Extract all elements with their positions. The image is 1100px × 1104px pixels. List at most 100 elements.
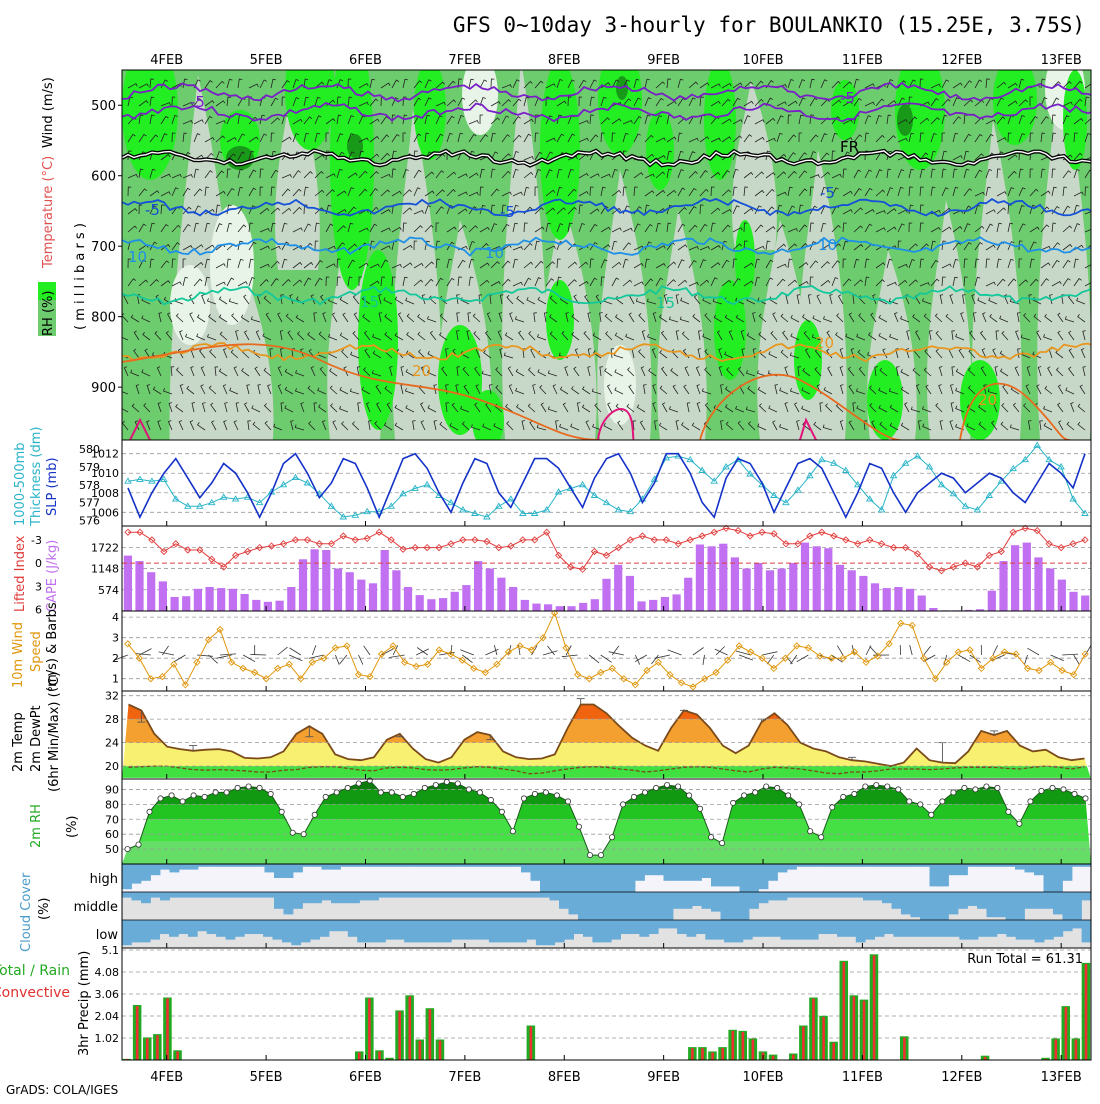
contour-label: 10 <box>128 248 147 266</box>
cloud-cell <box>759 892 769 903</box>
rh-point <box>444 779 449 784</box>
rh-point <box>268 791 273 796</box>
cape-bar <box>486 569 494 612</box>
cape-bar <box>696 545 704 612</box>
cloud-cell <box>734 920 744 942</box>
cloud-cell <box>1072 920 1082 928</box>
cloud-cell <box>350 892 360 903</box>
cloud-cell <box>740 864 750 892</box>
cloud-cell <box>273 920 283 940</box>
contour-label: -5 <box>500 203 515 221</box>
rh-high-region <box>735 220 755 300</box>
contour-label: FR <box>840 138 859 156</box>
cloud-cell <box>626 892 636 920</box>
cloud-cell <box>884 920 894 934</box>
rh-point <box>819 835 824 840</box>
precip-convective-bar <box>701 1048 704 1060</box>
rh-point <box>620 802 625 807</box>
cloud-cell <box>274 892 284 909</box>
cloud-cell <box>1025 864 1035 872</box>
cloud-cell <box>376 920 386 942</box>
temp-ytick-label: 32 <box>105 690 119 703</box>
cloud-cell <box>922 920 932 937</box>
rh-ytick-label: 50 <box>105 843 119 856</box>
precip-convective-bar <box>732 1031 735 1060</box>
thickness-ytick-label: 578 <box>79 479 100 492</box>
cloud-cell <box>417 892 427 898</box>
cape-bar <box>1023 543 1031 611</box>
date-label-bottom: 10FEB <box>742 1070 783 1085</box>
cloud-cell <box>207 920 217 934</box>
cape-bar <box>334 569 342 612</box>
precip-ytick-label: 5.1 <box>102 944 120 957</box>
cloud-cell <box>414 920 424 942</box>
contour-label: -5 <box>820 184 835 202</box>
cloud-cell <box>536 920 546 945</box>
rh-point <box>400 794 405 799</box>
cloud-cell <box>696 920 706 934</box>
rh-point <box>147 809 152 814</box>
cape-bar <box>602 579 610 611</box>
rh-ytick-label: 60 <box>105 828 119 841</box>
ylabel-cloud-1: Cloud Cover <box>19 872 34 952</box>
cloud-cell <box>151 864 161 875</box>
wind10-barb <box>1027 648 1039 655</box>
cloud-cell <box>559 892 569 909</box>
cloud-cell <box>502 892 512 898</box>
cloud-cell <box>1072 892 1082 920</box>
cloud-cell <box>170 864 180 872</box>
li-ytick-label: 3 <box>35 580 42 593</box>
cloud-cell <box>445 892 455 898</box>
cloud-cell <box>320 920 330 937</box>
cloud-cell <box>768 864 778 881</box>
li-ytick-label: 0 <box>35 557 42 570</box>
cloud-cell <box>293 892 303 909</box>
rh-very-pale-region <box>170 265 210 345</box>
rh-high-region <box>704 60 736 180</box>
cape-bar <box>276 601 284 611</box>
cloud-cell <box>654 892 664 920</box>
wind10-barb <box>1062 654 1078 655</box>
precip-convective-bar <box>146 1038 149 1060</box>
rh-point <box>687 793 692 798</box>
cloud-cell <box>949 864 959 875</box>
rh-point <box>598 853 603 858</box>
cloud-cell <box>169 920 179 937</box>
wind10-barb <box>716 647 725 656</box>
cloud-cell <box>762 920 772 937</box>
precip-ytick-label: 2.04 <box>95 1010 120 1023</box>
rh-point <box>389 790 394 795</box>
cloud-cell <box>616 864 626 892</box>
cloud-cell <box>1015 892 1025 920</box>
cloud-cell <box>141 892 151 903</box>
cloud-cell <box>602 920 612 942</box>
date-label-top: 12FEB <box>941 53 982 68</box>
precip-convective-bar <box>742 1032 745 1060</box>
rh-point <box>532 791 537 796</box>
cape-bar <box>894 587 902 611</box>
wind10-barb <box>924 646 931 655</box>
cloud-cell <box>987 892 997 917</box>
cape-bar <box>287 587 295 611</box>
cape-bar <box>824 548 832 611</box>
run-total: Run Total = 61.31 <box>967 952 1083 967</box>
rh-point <box>191 793 196 798</box>
cape-bar <box>591 599 599 611</box>
cloud-cell <box>404 920 414 942</box>
cloud-cell <box>122 864 132 889</box>
cloud-cell <box>683 864 693 881</box>
cloud-cell <box>132 864 142 884</box>
cloud-cell <box>517 920 527 942</box>
rh-high-region <box>794 320 822 400</box>
cloud-cell <box>903 920 913 937</box>
cape-bar <box>206 587 214 611</box>
cloud-cell <box>329 920 339 931</box>
cloud-cell <box>597 892 607 920</box>
cape-bar <box>474 561 482 611</box>
cloud-cell <box>692 892 702 906</box>
cloud-cell <box>771 920 781 937</box>
precip-convective-bar <box>721 1048 724 1060</box>
rh-point <box>1050 785 1055 790</box>
cloud-cell <box>545 920 555 945</box>
cloud-cell <box>1053 864 1063 892</box>
